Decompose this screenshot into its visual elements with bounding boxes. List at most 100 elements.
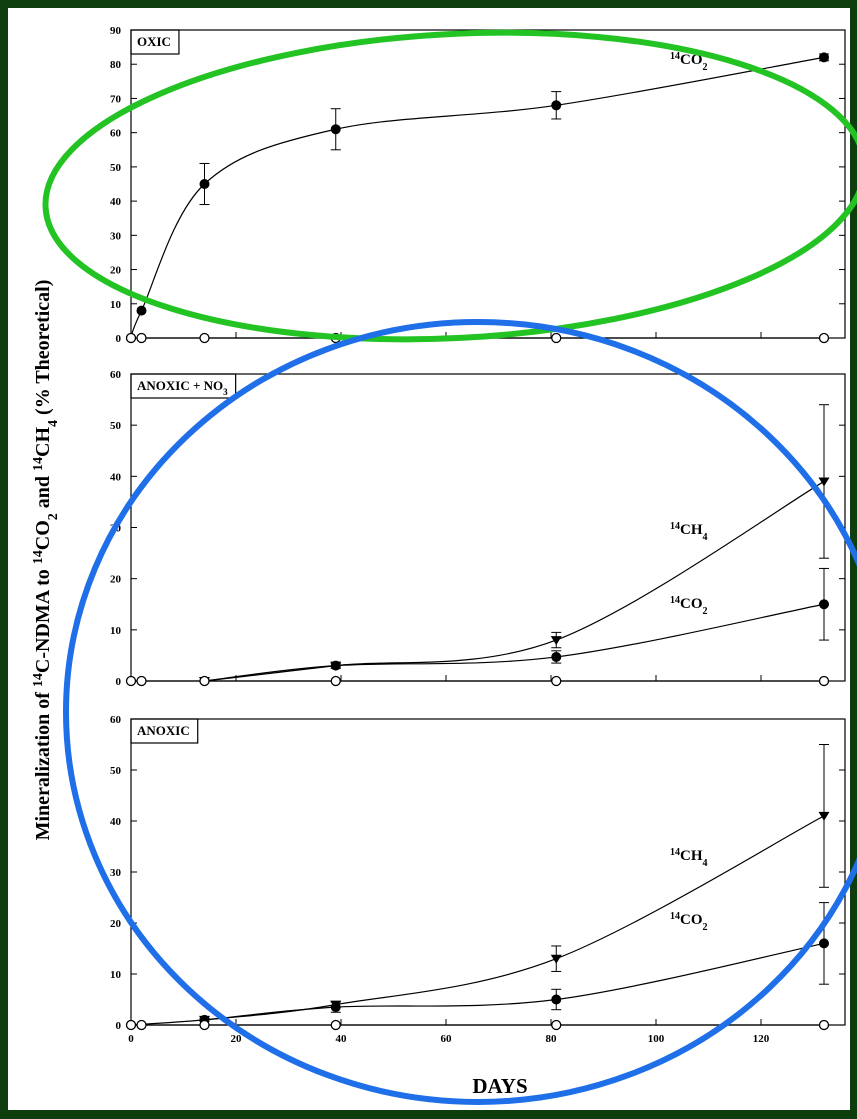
y-axis-label: Mineralization of 14C-NDMA to 14CO2 and …: [31, 280, 61, 841]
y-tick-label: 10: [110, 299, 122, 311]
x-tick-label: 40: [336, 1033, 348, 1045]
data-point: [199, 675, 210, 687]
chart-content: 0102030405060708090OXIC14CO2010203040506…: [31, 25, 846, 1098]
data-point: [818, 1019, 830, 1031]
series-label-part: 2: [703, 922, 708, 933]
highlight-ellipse-blue: [63, 319, 857, 1105]
data-point: [818, 477, 830, 487]
series-label-part: CO: [680, 52, 703, 68]
x-tick-label: 60: [441, 1033, 453, 1045]
series-label: 14CH4: [670, 521, 708, 543]
y-tick-label: 90: [110, 25, 122, 37]
panel-label: OXIC: [137, 34, 171, 49]
plot-background: [8, 8, 850, 1110]
data-point: [330, 1002, 341, 1013]
y-tick-label: 40: [110, 196, 122, 208]
data-point: [551, 994, 562, 1005]
series-label-part: 2: [703, 62, 708, 73]
series-label-part: 14: [670, 595, 680, 606]
data-point: [818, 811, 830, 821]
data-point: [330, 660, 341, 671]
series-line: [204, 603, 825, 682]
y-axis-label-part: 2: [46, 513, 61, 520]
series-line: [204, 480, 825, 682]
y-tick-label: 70: [110, 93, 122, 105]
data-point: [136, 332, 147, 344]
data-point: [819, 599, 829, 610]
series-label-part: 2: [703, 606, 708, 617]
series-label-part: 14: [670, 521, 680, 532]
y-axis-label-part: 4: [46, 420, 61, 427]
data-point: [551, 651, 562, 662]
data-point: [551, 675, 562, 687]
highlight-ellipse-green: [42, 29, 857, 343]
y-tick-label: 30: [110, 867, 122, 879]
data-point: [551, 332, 562, 344]
y-tick-label: 50: [110, 162, 122, 174]
data-point: [136, 305, 147, 316]
series-label-part: CH: [680, 522, 703, 538]
data-point: [136, 1019, 147, 1031]
y-tick-label: 20: [110, 574, 122, 586]
data-point: [199, 332, 210, 344]
y-tick-label: 60: [110, 128, 122, 140]
data-point: [818, 675, 830, 687]
x-tick-label: 0: [128, 1033, 134, 1045]
data-point: [819, 938, 829, 949]
panel-label-box: [130, 29, 180, 55]
data-point: [199, 1019, 210, 1031]
series-label: 14CH4: [670, 847, 708, 869]
x-axis-label: DAYS: [472, 1074, 527, 1098]
y-axis-label-part: 14: [31, 550, 46, 564]
series-label: 14CO2: [670, 911, 708, 933]
panel-label: ANOXIC: [137, 723, 190, 738]
series-label-part: CO: [680, 596, 703, 612]
panel-label-part: ANOXIC: [137, 723, 190, 738]
series-label-part: CO: [680, 912, 703, 928]
y-tick-label: 0: [116, 333, 122, 345]
data-point: [136, 675, 147, 687]
data-point: [551, 100, 562, 111]
series-label-part: 4: [703, 532, 708, 543]
series-label: 14CO2: [670, 51, 708, 73]
x-tick-label: 80: [546, 1033, 558, 1045]
data-point: [330, 1019, 341, 1031]
series-label-part: CH: [680, 848, 703, 864]
y-tick-label: 10: [110, 625, 122, 637]
panel-label-part: OXIC: [137, 34, 171, 49]
data-point: [199, 179, 210, 189]
y-tick-label: 30: [110, 230, 122, 242]
y-axis-label-part: CO: [32, 520, 54, 550]
x-tick-label: 20: [231, 1033, 243, 1045]
y-tick-label: 40: [110, 471, 122, 483]
data-point: [819, 52, 829, 63]
y-tick-label: 60: [110, 714, 122, 726]
y-tick-label: 80: [110, 59, 122, 71]
data-point: [818, 332, 830, 344]
y-tick-label: 40: [110, 816, 122, 828]
data-point: [125, 332, 137, 344]
x-tick-label: 100: [648, 1033, 665, 1045]
y-axis-label-part: C-NDMA to: [32, 564, 54, 673]
y-axis-label-part: and: [32, 471, 54, 513]
y-axis-label-part: 14: [31, 457, 46, 471]
panel-label-box: [130, 718, 199, 744]
y-axis-label-part: CH: [32, 427, 54, 457]
panel-label-box: [130, 373, 237, 399]
data-point: [125, 1019, 137, 1031]
series-label-part: 14: [670, 911, 680, 922]
y-tick-label: 20: [110, 265, 122, 277]
series-label-part: 14: [670, 847, 680, 858]
y-axis-label-part: Mineralization of: [32, 687, 54, 840]
data-point: [330, 124, 341, 135]
series-label-part: 14: [670, 51, 680, 62]
series-label-part: 4: [703, 858, 708, 869]
data-point: [550, 636, 562, 646]
series-line: [204, 815, 825, 1021]
panel-label: ANOXIC + NO3: [137, 378, 228, 397]
y-tick-label: 0: [116, 1020, 122, 1032]
y-tick-label: 10: [110, 969, 122, 981]
x-tick-label: 120: [753, 1033, 770, 1045]
